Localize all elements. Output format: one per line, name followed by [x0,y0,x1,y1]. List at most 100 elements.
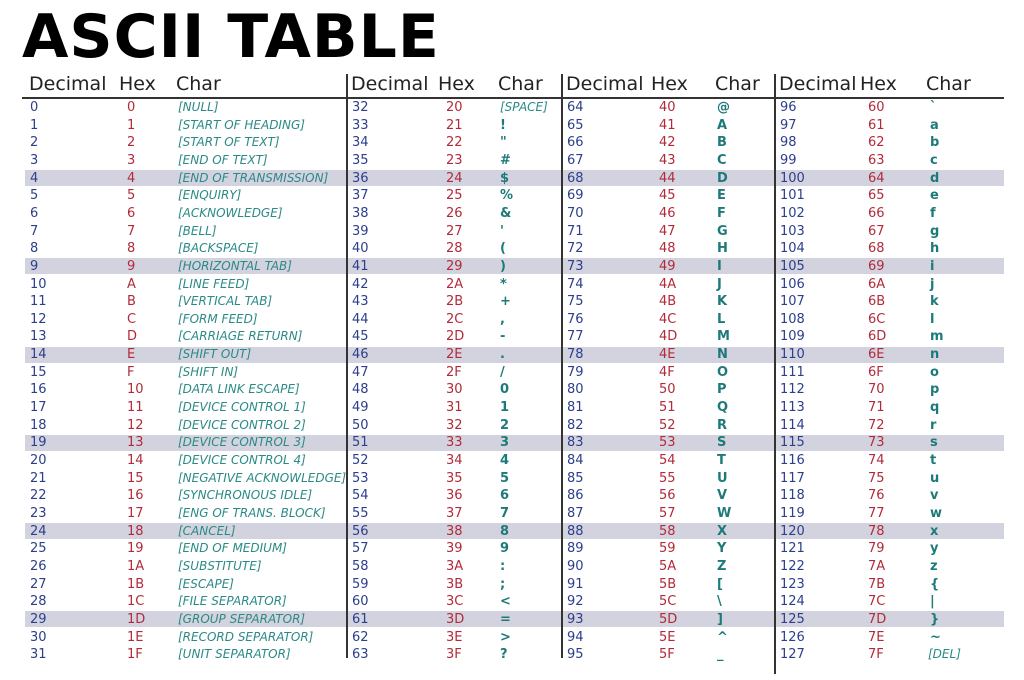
decimal-value: 4 [30,170,39,186]
decimal-value: 5 [30,188,39,204]
ascii-table: Decimal Hex Char 0 0 [NULL] 1 1 [START OF HEADIN… [22,70,1004,674]
decimal-value: 96 [780,100,797,115]
decimal-value: 54 [352,488,369,504]
decimal-value: 7 [30,223,39,239]
hex-value: 6 [127,205,136,221]
decimal-value: 101 [780,188,805,204]
char-description: [VERTICAL TAB] [178,294,273,309]
column-divider [561,74,563,658]
char-description: [CANCEL] [178,523,236,538]
decimal-value: 105 [780,258,805,274]
hex-value: 8 [127,241,136,257]
decimal-value: 13 [30,329,47,345]
hex-value: 70 [868,382,885,398]
hex-value: 9 [127,258,136,274]
decimal-value: 113 [780,400,805,416]
decimal-value: 118 [780,488,805,504]
decimal-value: 15 [30,364,47,380]
char-glyph: - [500,329,506,345]
decimal-value: 24 [30,523,47,539]
decimal-value: 55 [352,505,369,521]
hex-value: 28 [446,241,463,257]
hex-value: 41 [659,117,676,133]
hex-value: C [127,311,137,327]
char-glyph: c [930,152,938,168]
decimal-value: 20 [30,453,47,468]
char-description: [SUBSTITUTE] [178,558,262,573]
hex-value: 19 [127,541,144,557]
decimal-value: 67 [567,152,584,168]
char-description: [BACKSPACE] [178,241,259,256]
char-glyph: P [717,382,727,398]
decimal-value: 72 [567,241,584,257]
hex-value: 10 [127,382,144,398]
hex-value: 20 [446,100,463,115]
hex-value: 7C [868,594,886,610]
decimal-value: 107 [780,294,805,310]
char-glyph: L [717,311,726,327]
hex-value: D [127,329,138,345]
decimal-value: 51 [352,435,369,451]
char-description: [GROUP SEPARATOR] [178,611,306,626]
hex-value: 13 [127,435,144,451]
hex-value: 50 [659,382,676,398]
decimal-value: 64 [567,100,584,115]
decimal-value: 37 [352,188,369,204]
decimal-value: 60 [352,594,369,610]
decimal-value: 110 [780,347,805,363]
char-glyph: ; [500,576,506,592]
char-glyph: U [717,470,728,486]
char-description: [DEL] [928,647,961,662]
char-glyph: { [930,576,940,592]
char-glyph: Q [717,400,729,416]
decimal-value: 124 [780,594,805,610]
decimal-value: 99 [780,152,797,168]
char-glyph: g [930,223,940,239]
decimal-value: 127 [780,647,805,663]
decimal-value: 84 [567,453,584,468]
hex-value: 6D [868,329,887,345]
decimal-value: 2 [30,135,39,151]
decimal-value: 79 [567,364,584,380]
decimal-value: 70 [567,205,584,221]
row-highlight-band [25,611,1004,628]
hex-value: 54 [659,453,676,468]
hex-value: 55 [659,470,676,486]
char-glyph: 8 [500,523,510,539]
decimal-value: 48 [352,382,369,398]
hex-value: 57 [659,505,676,521]
hex-value: 5E [659,629,676,645]
hex-value: E [127,347,136,363]
char-description: [ENG OF TRANS. BLOCK] [178,505,326,520]
header-char: Char [498,73,543,95]
char-description: [ACKNOWLEDGE] [178,205,283,220]
hex-value: 16 [127,488,144,504]
char-glyph: Y [717,541,727,557]
char-glyph: 7 [500,505,510,521]
hex-value: 42 [659,135,676,151]
hex-value: 76 [868,488,885,504]
hex-value: 2D [446,329,465,345]
hex-value: 6F [868,364,884,380]
char-glyph: y [930,541,939,557]
char-glyph: 3 [500,435,510,451]
char-glyph: b [930,135,940,151]
hex-value: 2C [446,311,464,327]
hex-value: 60 [868,100,885,115]
hex-value: 59 [659,541,676,557]
hex-value: 31 [446,400,463,416]
hex-value: A [127,276,136,292]
char-description: [FILE SEPARATOR] [178,594,287,609]
decimal-value: 73 [567,258,584,274]
decimal-value: 29 [30,611,47,627]
char-glyph: l [930,311,935,327]
decimal-value: 8 [30,241,39,257]
hex-value: 3D [446,611,465,627]
char-glyph: 2 [500,417,510,433]
char-glyph: u [930,470,940,486]
row-highlight-band [25,170,1004,187]
hex-value: 74 [868,453,885,468]
hex-value: 17 [127,505,144,521]
hex-value: 40 [659,100,676,115]
decimal-value: 52 [352,453,369,468]
